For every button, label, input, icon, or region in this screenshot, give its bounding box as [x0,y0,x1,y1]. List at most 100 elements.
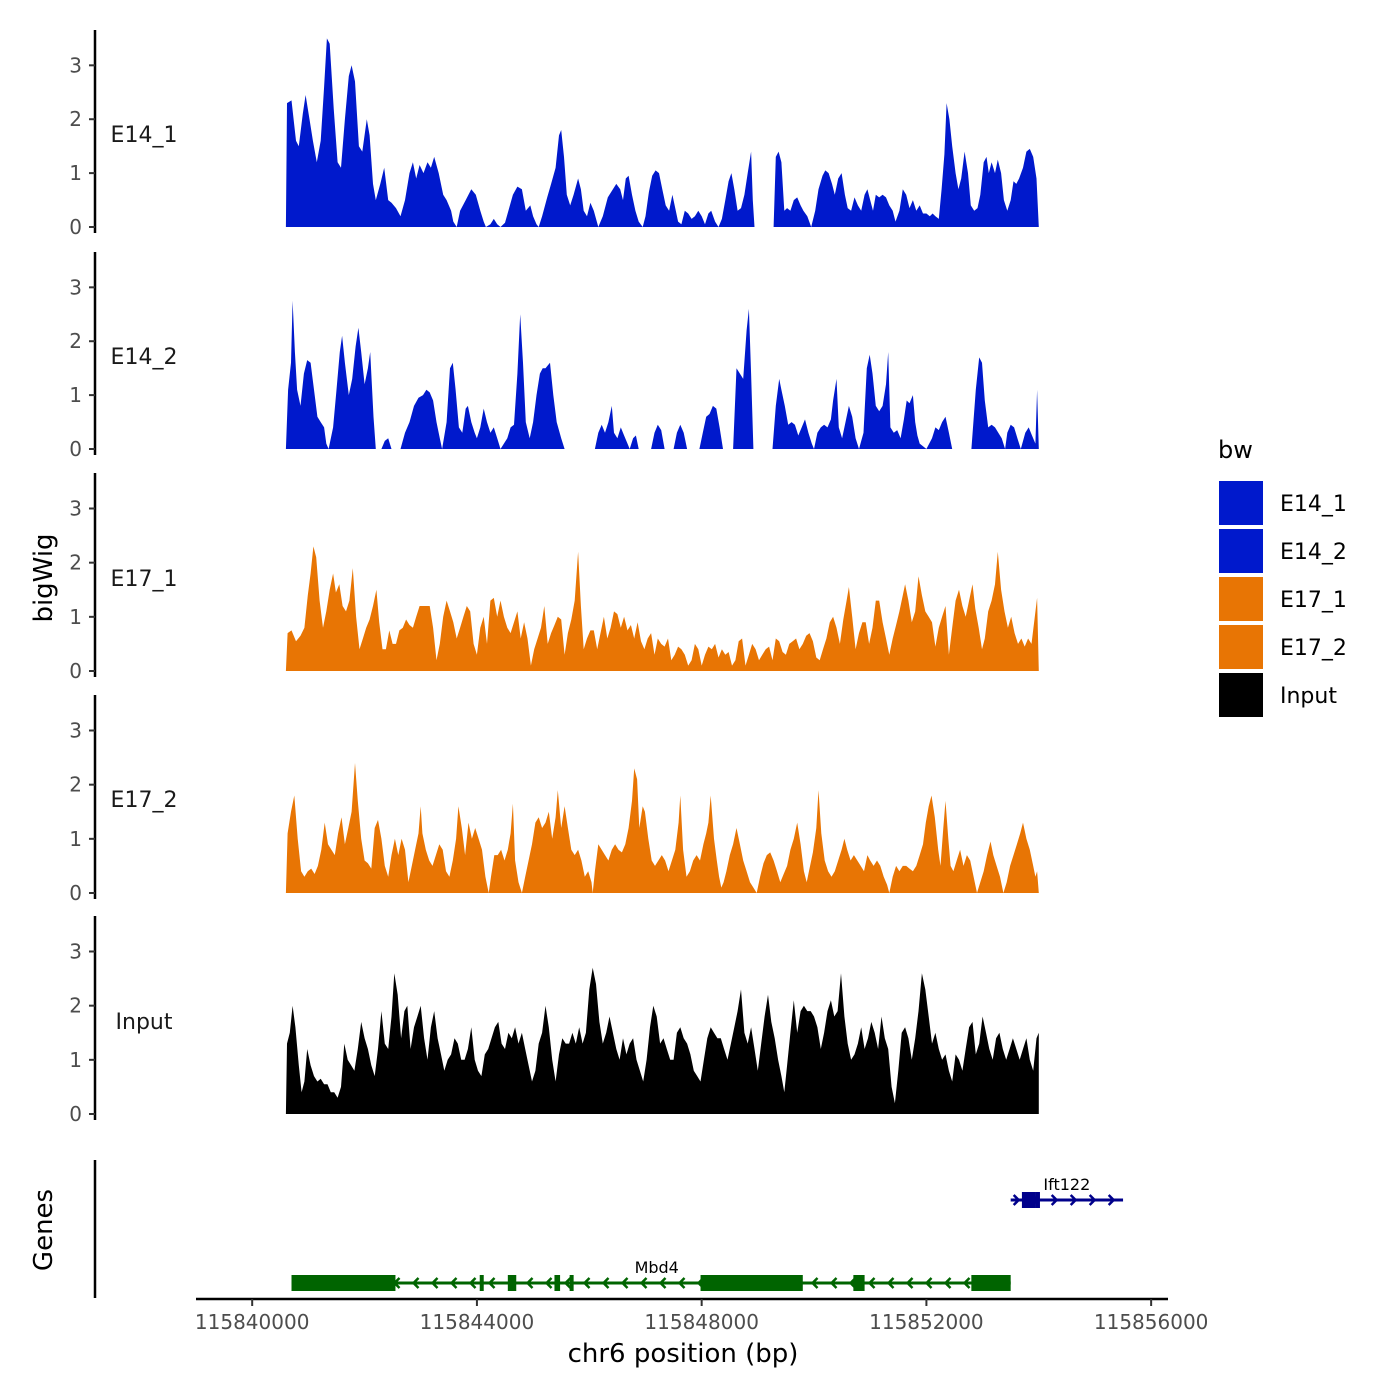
strand-arrow [677,1277,686,1289]
y-tick-label: 2 [69,773,82,797]
y-axis-title: bigWig [29,533,59,622]
exon [1021,1192,1036,1208]
gene-label: Mbd4 [635,1258,679,1277]
x-axis: 115840000 115844000 115848000 115852000 1158… [195,1297,1209,1334]
exon [507,1275,517,1291]
legend-item-Input: Input [1217,671,1337,719]
exon [291,1275,396,1291]
area-E17_1 [285,546,1039,671]
gene-label: Ift122 [1043,1175,1090,1194]
strand-arrow [1050,1194,1059,1206]
area-E14_1 [285,38,1039,228]
x-axis-title: chr6 position (bp) [568,1339,799,1369]
y-tick-label: 3 [69,719,82,743]
strand-arrow [1069,1194,1078,1206]
strand-arrow [1088,1194,1097,1206]
y-tick-label: 2 [69,551,82,575]
strand-arrow [943,1277,952,1289]
y-tick-label: 1 [69,827,82,851]
legend-label: E17_2 [1280,636,1347,661]
gene-track: Mbd4 Ift122 [93,1160,1124,1298]
track-E14_2: 0 1 2 3 E14_2 [69,252,1039,461]
exon [479,1275,484,1291]
area-E17_2 [285,763,1039,893]
legend-label: E14_1 [1280,492,1347,517]
strand-arrow [582,1277,591,1289]
track-label: E14_1 [111,123,178,148]
exon [971,1275,1011,1291]
track-E17_1: 0 1 2 3 E17_1 [69,473,1039,683]
gene-Mbd4: Mbd4 [291,1258,1011,1291]
x-tick-label: 115848000 [644,1310,759,1334]
genes-axis-title: Genes [29,1189,59,1271]
strand-arrow [886,1277,895,1289]
y-tick-label: 0 [69,659,82,683]
legend-swatch [1217,623,1265,671]
y-tick-label: 1 [69,161,82,185]
y-tick-label: 2 [69,329,82,353]
track-label: E17_2 [111,788,178,813]
strand-arrow [1107,1194,1116,1206]
strand-arrow [639,1277,648,1289]
gene-Ift122: Ift122 [1010,1175,1124,1208]
x-tick-label: 115852000 [869,1310,984,1334]
legend-title: bw [1218,436,1253,464]
y-tick-label: 3 [69,53,82,77]
legend-swatch [1217,575,1265,623]
x-tick-label: 115844000 [420,1310,535,1334]
legend-swatch [1217,527,1265,575]
legend-item-E17_2: E17_2 [1217,623,1347,671]
strand-arrow [449,1277,458,1289]
strand-arrow [962,1277,971,1289]
y-tick-label: 1 [69,1048,82,1072]
strand-arrow [601,1277,610,1289]
strand-arrow [525,1277,534,1289]
legend-label: Input [1280,684,1337,709]
strand-arrow [1012,1194,1021,1206]
strand-arrow [620,1277,629,1289]
track-label: E17_1 [111,567,178,592]
strand-arrow [430,1277,439,1289]
strand-arrow [924,1277,933,1289]
y-tick-label: 0 [69,215,82,239]
x-tick-label: 115856000 [1094,1310,1209,1334]
y-tick-label: 1 [69,605,82,629]
legend-item-E17_1: E17_1 [1217,575,1347,623]
strand-arrow [867,1277,876,1289]
legend-swatch [1217,671,1265,719]
strand-arrow [411,1277,420,1289]
exon [853,1275,865,1291]
legend-label: E17_1 [1280,588,1347,613]
y-tick-label: 2 [69,994,82,1018]
y-tick-label: 3 [69,275,82,299]
legend-swatch [1217,479,1265,527]
track-E17_2: 0 1 2 3 E17_2 [69,695,1039,905]
exon [569,1275,574,1291]
y-tick-label: 0 [69,437,82,461]
y-tick-label: 3 [69,497,82,521]
area-Input [285,967,1039,1114]
exon [554,1275,561,1291]
x-tick-label: 115840000 [195,1310,310,1334]
strand-arrow [544,1277,553,1289]
y-tick-label: 3 [69,940,82,964]
strand-arrow [905,1277,914,1289]
area-E14_2 [285,300,1039,449]
y-tick-label: 0 [69,881,82,905]
track-E14_1: 0 1 2 3 E14_1 [69,30,1039,239]
exon [700,1275,803,1291]
strand-arrow [658,1277,667,1289]
legend-item-E14_1: E14_1 [1217,479,1347,527]
track-panels: 0 1 2 3 E14_1 0 1 2 3 E14_2 0 1 2 3 E17_1 0 1 2 3 E17_2 0 1 2 3… [69,30,1039,1126]
strand-arrow [810,1277,819,1289]
strand-arrow [563,1277,572,1289]
strand-arrow [487,1277,496,1289]
track-label: E14_2 [111,345,178,370]
legend: E14_1 E14_2 E17_1 E17_2 Input [1217,479,1347,719]
track-Input: 0 1 2 3 Input [69,916,1039,1126]
strand-arrow [468,1277,477,1289]
legend-label: E14_2 [1280,540,1347,565]
y-tick-label: 0 [69,1102,82,1126]
strand-arrow [829,1277,838,1289]
